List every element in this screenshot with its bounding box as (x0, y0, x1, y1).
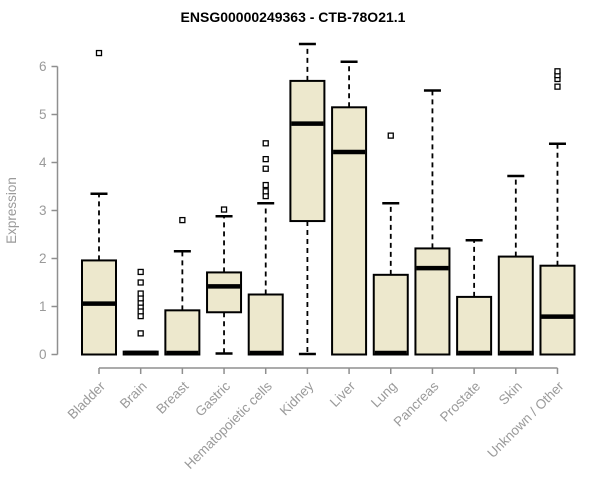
y-tick-label: 0 (39, 347, 47, 362)
outlier-point (262, 181, 269, 189)
outlier-point (262, 165, 269, 172)
box-iqr (206, 271, 243, 314)
box-iqr (81, 259, 117, 356)
box-group-liver (331, 60, 368, 356)
y-tick-label: 5 (39, 107, 47, 122)
y-tick-label: 6 (39, 59, 47, 74)
outlier-point (554, 83, 561, 90)
outlier-point (95, 49, 103, 57)
outlier-point (137, 330, 144, 337)
y-tick-label: 4 (39, 155, 47, 170)
box-group-lung (372, 132, 409, 356)
outlier-point (554, 68, 561, 75)
box-group-bladder (81, 49, 117, 356)
outlier-point (387, 132, 394, 139)
y-axis: 0 1 2 3 4 5 6 Expression (4, 59, 59, 362)
outlier-point (137, 279, 144, 286)
box-group-hematopoietic-cells (247, 140, 284, 356)
y-axis-title: Expression (4, 177, 19, 244)
chart-title: ENSG00000249363 - CTB-78O21.1 (181, 9, 406, 25)
box-iqr (372, 273, 409, 356)
box-group-brain (122, 268, 159, 356)
outlier-point (137, 290, 144, 297)
box-iqr (289, 79, 326, 223)
y-tick-label: 3 (39, 203, 47, 218)
box-group-skin (497, 174, 534, 356)
box-group-unknown-other (539, 68, 576, 356)
box-iqr (497, 255, 534, 356)
outlier-point (137, 268, 144, 276)
outlier-point (262, 155, 269, 163)
outlier-point (220, 206, 228, 213)
outlier-point (179, 216, 186, 224)
y-tick-label: 1 (39, 299, 47, 314)
box-iqr (164, 309, 201, 356)
box-group-gastric (206, 206, 243, 355)
box-iqr (539, 264, 576, 356)
outlier-point (262, 140, 269, 147)
box-iqr (331, 106, 368, 356)
y-tick-label: 2 (39, 251, 47, 266)
box-iqr (414, 247, 451, 356)
box-group-pancreas (414, 89, 451, 356)
box-iqr (247, 293, 284, 356)
box-iqr (456, 295, 493, 356)
box-group-breast (164, 216, 201, 356)
outlier-point (262, 188, 269, 195)
box-group-prostate (456, 239, 493, 356)
box-group-kidney (289, 42, 326, 356)
